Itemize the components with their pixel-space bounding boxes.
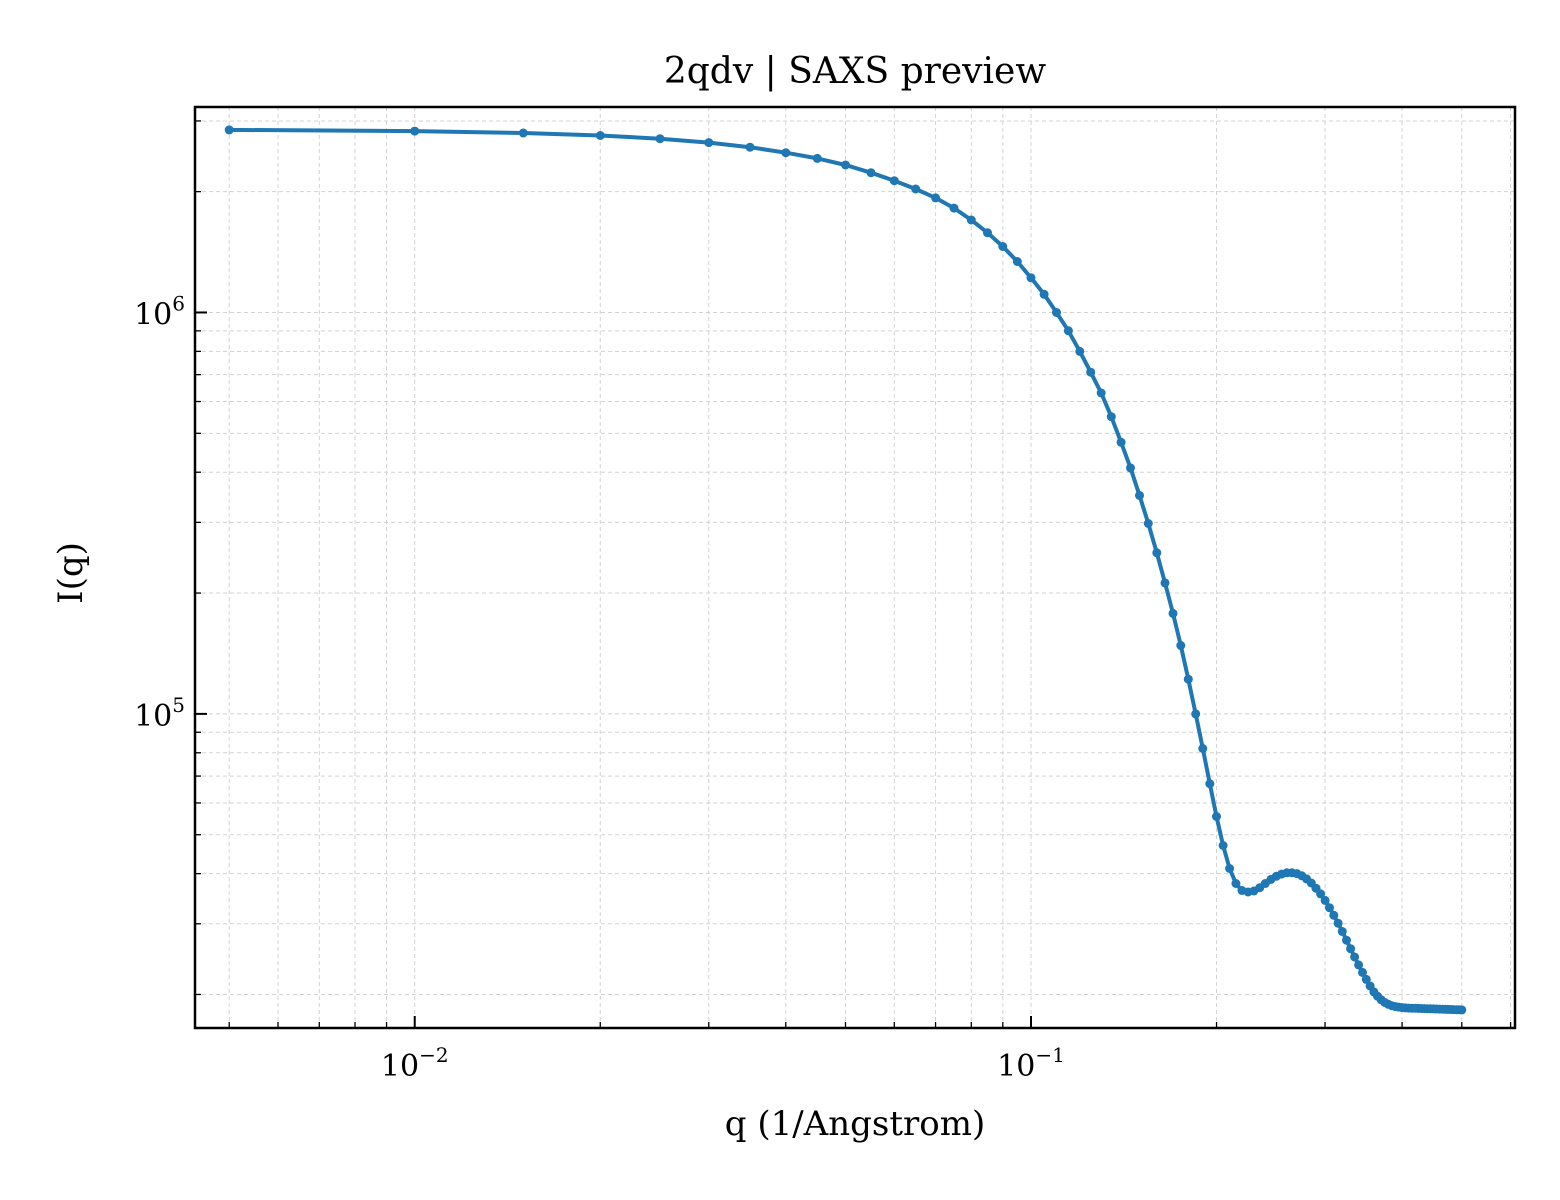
data-point — [224, 125, 234, 135]
data-point — [1026, 273, 1036, 283]
data-point — [1218, 841, 1228, 850]
data-point — [1116, 437, 1126, 447]
data-point — [1320, 895, 1330, 905]
x-tick-label: 10−1 — [997, 1043, 1065, 1084]
data-point — [1354, 960, 1364, 970]
data-point — [1152, 548, 1162, 558]
data-point — [949, 203, 959, 213]
data-point — [655, 134, 665, 144]
series — [224, 125, 1467, 1015]
data-point — [1337, 927, 1347, 936]
data-point — [1191, 709, 1201, 719]
data-point — [1168, 608, 1178, 618]
data-point — [998, 242, 1008, 251]
data-point — [1198, 744, 1208, 753]
data-point — [1086, 367, 1096, 377]
data-point — [745, 142, 755, 152]
data-point — [1176, 641, 1186, 650]
data-point — [410, 126, 420, 136]
data-point — [1205, 779, 1215, 789]
data-point — [1358, 967, 1367, 977]
data-point — [1346, 944, 1356, 954]
data-point — [911, 184, 921, 194]
x-tick-label: 10−2 — [381, 1043, 449, 1084]
data-point — [1361, 974, 1371, 984]
data-point — [1075, 346, 1085, 356]
data-point — [889, 176, 899, 186]
data-point — [704, 138, 714, 148]
data-point — [931, 193, 941, 203]
y-tick-label: 105 — [134, 693, 185, 734]
axis-ticks: 10−2 10−1 105 106 — [134, 120, 1512, 1084]
data-point — [1052, 308, 1061, 317]
data-point — [1316, 889, 1326, 899]
data-point — [1342, 935, 1351, 945]
data-point — [812, 153, 822, 163]
grid — [195, 107, 1515, 1028]
plot-frame — [193, 105, 1517, 1030]
data-point — [595, 131, 605, 140]
data-point — [1457, 1005, 1467, 1015]
data-point — [983, 228, 992, 238]
data-point — [1231, 879, 1241, 888]
data-point — [1106, 412, 1116, 422]
chart-title: 2qdv | SAXS preview — [664, 51, 1046, 92]
data-point — [1225, 864, 1235, 873]
data-point — [1183, 674, 1193, 684]
data-point — [1135, 491, 1144, 500]
data-point — [966, 215, 976, 225]
data-point — [1143, 519, 1153, 528]
data-point — [1212, 812, 1221, 821]
y-axis-label: I(q) — [51, 542, 91, 604]
data-point — [1333, 918, 1343, 928]
data-point — [1063, 326, 1073, 336]
data-point — [1096, 388, 1106, 398]
data-point — [1350, 952, 1360, 962]
data-point — [1126, 463, 1135, 473]
x-axis-label: q (1/Angstrom) — [725, 1104, 985, 1144]
data-point — [866, 168, 876, 178]
data-point — [1325, 903, 1334, 913]
data-point — [841, 160, 850, 170]
data-point — [518, 128, 528, 138]
data-point — [1039, 289, 1049, 299]
data-point — [1160, 578, 1170, 588]
data-point — [1012, 257, 1022, 266]
data-point — [1329, 910, 1339, 920]
data-point — [781, 148, 791, 158]
y-tick-label: 106 — [134, 291, 185, 332]
